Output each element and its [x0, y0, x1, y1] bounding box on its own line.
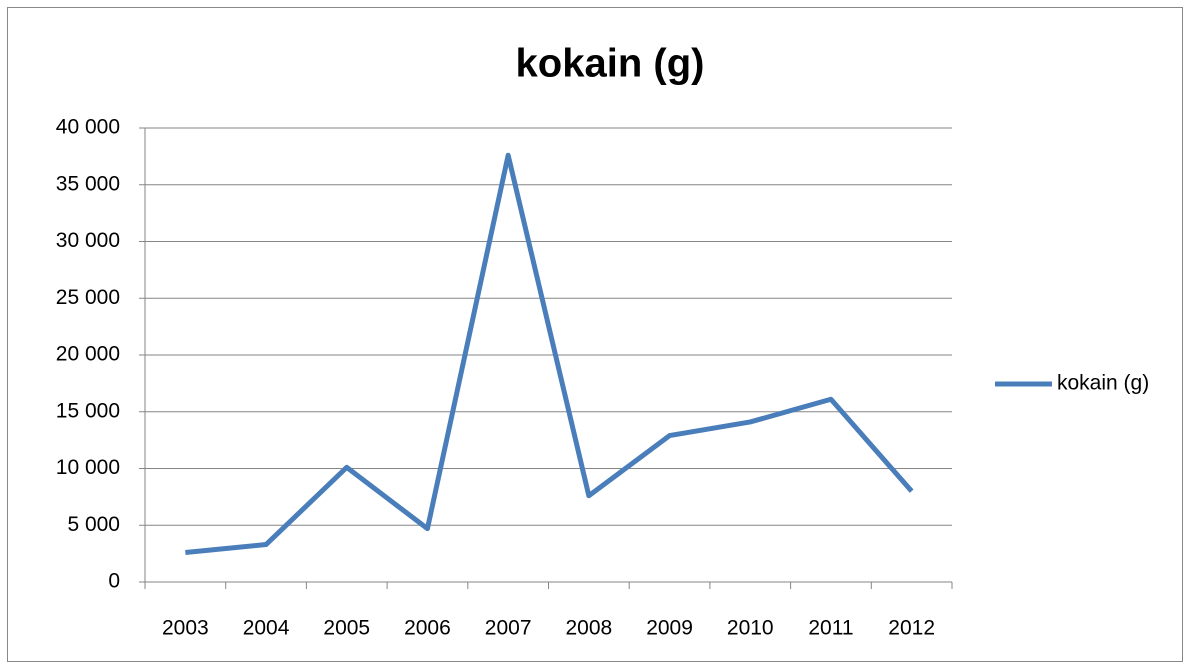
data-line: [185, 152, 914, 555]
y-tick-label: 15 000: [56, 399, 120, 422]
legend-label: kokain (g): [1057, 372, 1149, 395]
x-tick-label: 2008: [565, 617, 612, 640]
x-tick-label: 2010: [727, 617, 774, 640]
x-tick-label: 2006: [404, 617, 451, 640]
y-tick-label: 35 000: [56, 172, 120, 195]
y-tick-label: 20 000: [56, 343, 120, 366]
x-tick-label: 2005: [323, 617, 370, 640]
chart-border: [7, 7, 1183, 662]
x-tick-label: 2009: [646, 617, 693, 640]
y-tick-label: 30 000: [56, 229, 120, 252]
y-tick-label: 10 000: [56, 456, 120, 479]
x-tick-label: 2004: [243, 617, 290, 640]
x-tick-label: 2007: [485, 617, 532, 640]
x-tick-label: 2003: [162, 617, 209, 640]
x-tick-label: 2012: [888, 617, 935, 640]
chart-title: kokain (g): [516, 42, 705, 86]
x-tick-label: 2011: [808, 617, 853, 640]
y-tick-label: 25 000: [56, 286, 120, 309]
y-tick-label: 5 000: [67, 513, 120, 536]
y-tick-label: 0: [108, 570, 120, 593]
y-tick-label: 40 000: [56, 116, 120, 139]
